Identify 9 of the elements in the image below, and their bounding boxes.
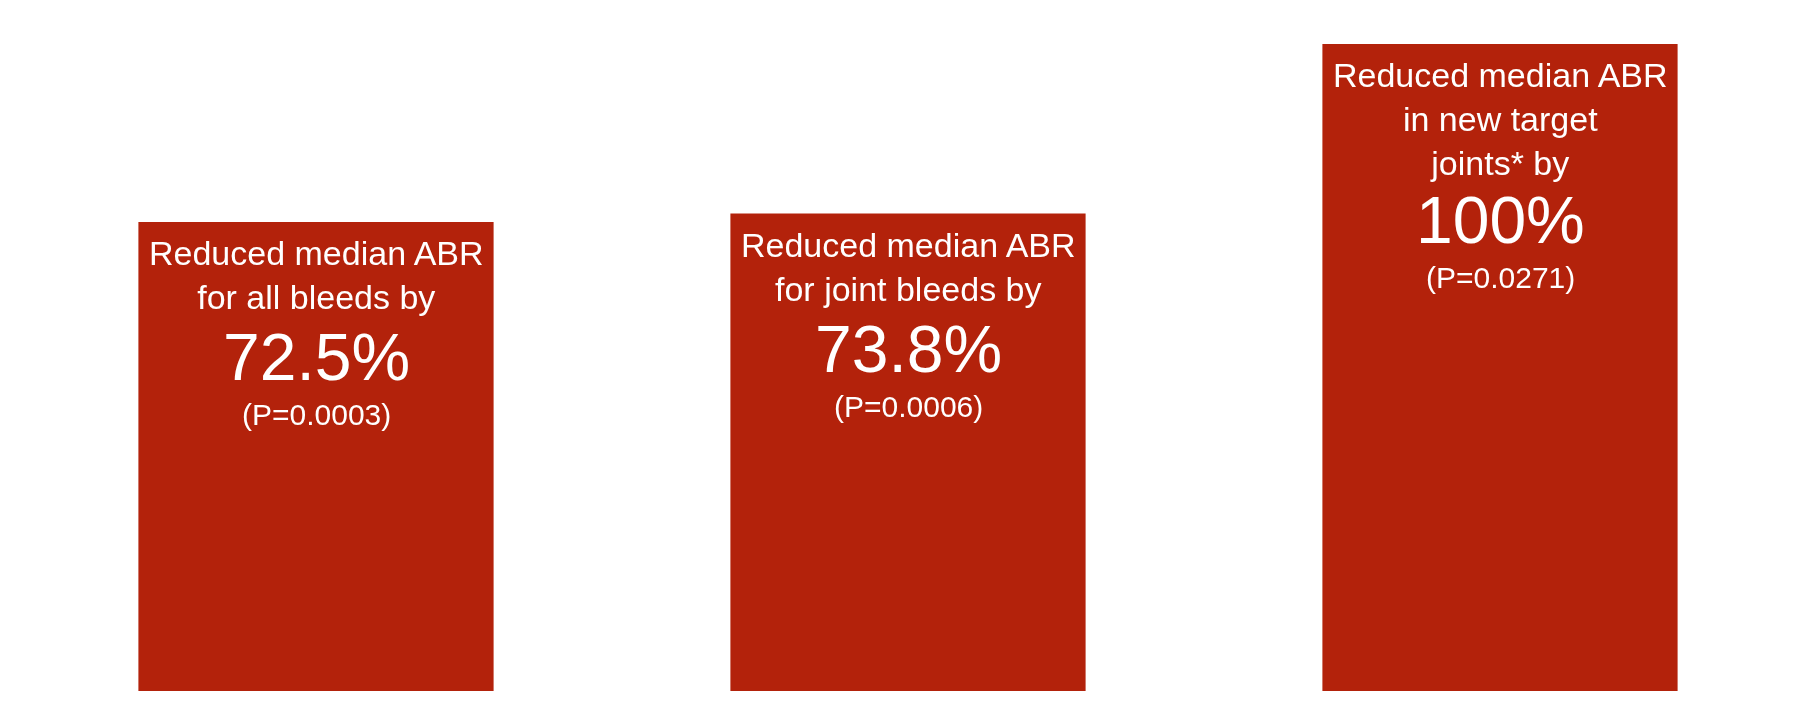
data-label: 72.5% xyxy=(223,320,411,394)
annotation: (P=0.0006) xyxy=(834,390,984,423)
x-tick-label: Reduced median ABR in new target joints* by xyxy=(1333,56,1668,183)
x-tick-label: Reduced median ABR for joint bleeds by xyxy=(741,226,1076,309)
x-tick-label: Reduced median ABR for all bleeds by xyxy=(149,234,484,317)
annotation: (P=0.0003) xyxy=(242,398,392,431)
data-label: 100% xyxy=(1416,183,1585,257)
data-label: 73.8% xyxy=(815,312,1003,386)
annotation: (P=0.0271) xyxy=(1426,261,1576,294)
